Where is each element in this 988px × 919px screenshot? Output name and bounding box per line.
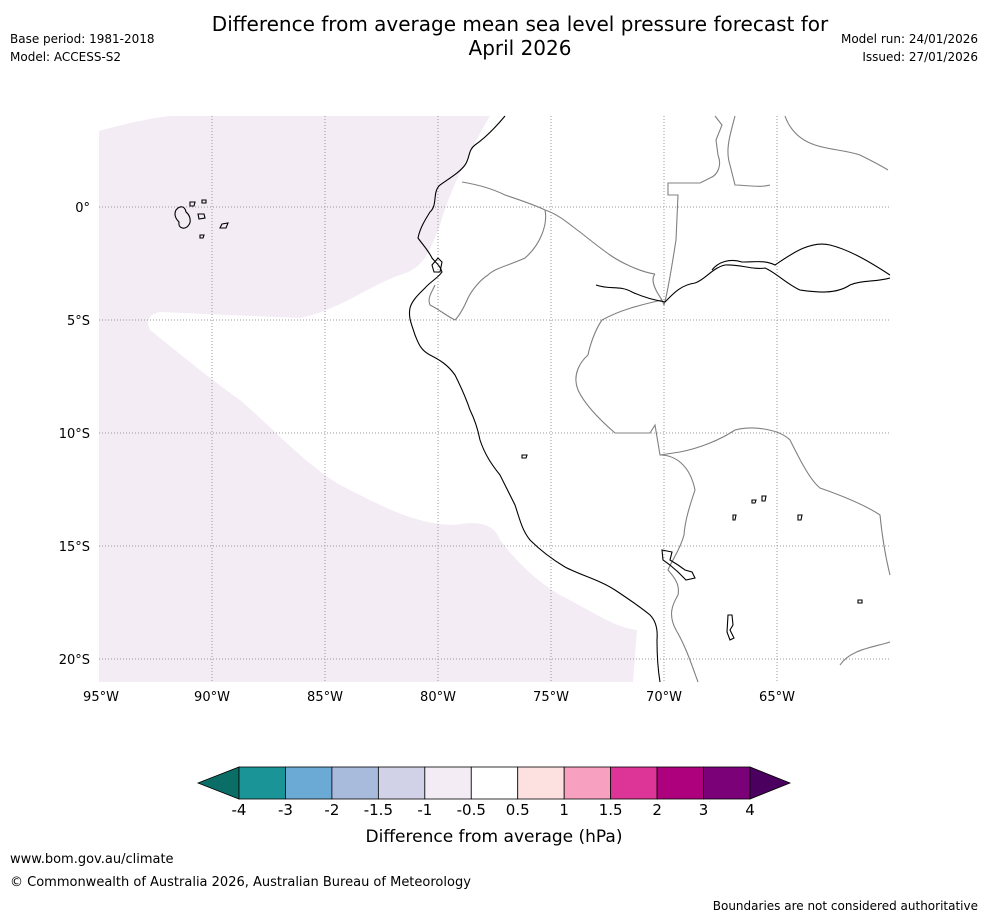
latitude-labels: 0° 5°S 10°S 15°S 20°S [59, 201, 90, 668]
colorbar-bin [517, 766, 565, 800]
lon-label-85w: 85°W [307, 690, 343, 705]
colorbar-tick-label: -0.5 [457, 801, 486, 819]
coastlines [174, 115, 891, 683]
colorbar-tick-label: 4 [745, 801, 755, 819]
colorbar-bin [563, 766, 612, 800]
lat-label-15s: 15°S [59, 540, 90, 555]
footer-url: www.bom.gov.au/climate [10, 852, 174, 867]
border-venezuela [784, 115, 889, 171]
colorbar-tick-label: 1 [559, 801, 569, 819]
legend-colorbar: -4 -3 -2 -1.5 -1 -0.5 0.5 1 1.5 2 3 4 [196, 766, 792, 819]
colorbar-tick-label: 0.5 [506, 801, 530, 819]
lat-label-0: 0° [75, 201, 90, 216]
lon-label-80w: 80°W [420, 690, 456, 705]
inland-lakes [521, 454, 863, 641]
issued-date: Issued: 27/01/2026 [862, 50, 978, 64]
model-run: Model run: 24/01/2026 [840, 32, 978, 46]
colorbar-extend-low [196, 766, 240, 800]
colorbar-bin [331, 766, 379, 800]
footer-note: Boundaries are not considered authoritat… [712, 899, 978, 913]
colorbar-bin [656, 766, 704, 800]
lon-label-65w: 65°W [759, 690, 795, 705]
lon-label-75w: 75°W [533, 690, 569, 705]
gulf-guayaquil [431, 257, 443, 273]
map-title: Difference from average mean sea level p… [150, 12, 890, 60]
colorbar-bin [285, 766, 333, 800]
meta-left: Base period: 1981-2018 Model: ACCESS-S2 [10, 31, 155, 67]
colorbar-tick-label: -1 [417, 801, 432, 819]
colorbar-tick-label: 2 [652, 801, 662, 819]
longitude-labels: 95°W 90°W 85°W 80°W 75°W 70°W 65°W [83, 690, 795, 705]
colorbar-tick-label: 1.5 [599, 801, 623, 819]
border-colombia-venezuela [727, 115, 771, 187]
coast-amazon-river [595, 264, 891, 303]
border-colombia-brazil [652, 115, 723, 307]
colorbar-tick-label: -3 [278, 801, 293, 819]
galapagos-islands [174, 199, 229, 239]
colorbar-bin [470, 766, 519, 800]
colorbar-bin [610, 766, 658, 800]
colorbar-tick-label: -2 [324, 801, 339, 819]
lon-label-90w: 90°W [194, 690, 230, 705]
graticule [99, 116, 890, 682]
lat-label-10s: 10°S [59, 427, 90, 442]
border-colombia-ecuador [461, 181, 656, 275]
meta-right: Model run: 24/01/2026 Issued: 27/01/2026 [841, 31, 978, 67]
legend-title: Difference from average (hPa) [366, 827, 623, 847]
colorbar-bin [377, 766, 426, 800]
model-name: Model: ACCESS-S2 [10, 50, 122, 64]
base-period: Base period: 1981-2018 [10, 32, 155, 46]
coast-amazon-north-bank [711, 243, 891, 276]
country-borders [428, 115, 891, 683]
colorbar-extend-high [749, 766, 792, 800]
colorbar-tick-label: -4 [232, 801, 247, 819]
colorbar-bin [238, 766, 286, 800]
border-bolivia-south [839, 641, 891, 666]
lon-label-70w: 70°W [646, 690, 682, 705]
lon-label-95w: 95°W [83, 690, 119, 705]
title-line-2: April 2026 [468, 36, 572, 60]
anomaly-region [99, 116, 637, 682]
border-peru-brazil [575, 299, 696, 536]
coast-pacific-south-america [408, 115, 661, 683]
border-ecuador-peru [428, 209, 547, 321]
lake-titicaca [661, 549, 696, 581]
border-bolivia-brazil [659, 427, 891, 576]
title-line-1: Difference from average mean sea level p… [211, 12, 829, 36]
colorbar-tick-label: 3 [699, 801, 709, 819]
footer-copyright: © Commonwealth of Australia 2026, Austra… [10, 875, 471, 890]
colorbar-bin [424, 766, 472, 800]
lat-label-20s: 20°S [59, 653, 90, 668]
colorbar-bin [703, 766, 751, 800]
colorbar-tick-label: -1.5 [364, 801, 393, 819]
lat-label-5s: 5°S [67, 314, 90, 329]
border-peru-bolivia [667, 534, 699, 683]
